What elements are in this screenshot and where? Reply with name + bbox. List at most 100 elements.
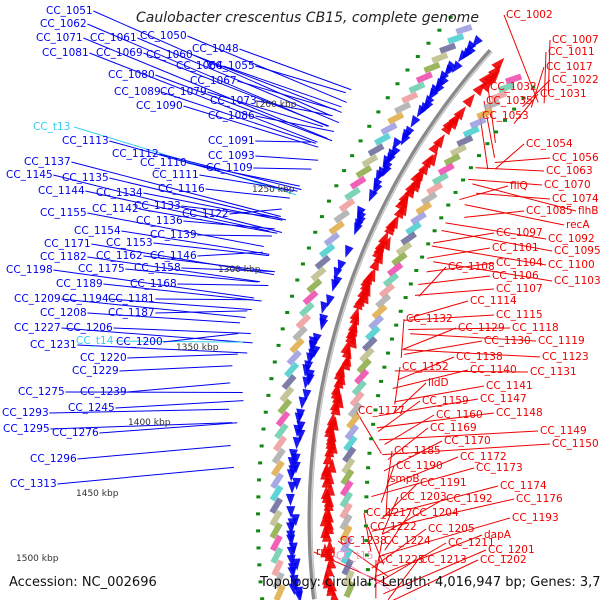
- gene-label[interactable]: CC_1150: [552, 438, 599, 450]
- gene-label[interactable]: CC_1108: [448, 261, 495, 273]
- gene-label[interactable]: CC_1173: [476, 462, 523, 474]
- gene-label[interactable]: CC_1111: [152, 169, 199, 181]
- gene-label[interactable]: CC_1159: [422, 395, 469, 407]
- gene-label[interactable]: CC_1113: [62, 135, 109, 147]
- gene-label[interactable]: CC_1229: [72, 365, 119, 377]
- gene-label[interactable]: CC_1172: [460, 451, 507, 463]
- gene-label[interactable]: CC_1175: [78, 263, 125, 275]
- gene-label[interactable]: CC_1069: [96, 47, 143, 59]
- gene-label[interactable]: CC_1106: [492, 270, 539, 282]
- gene-label[interactable]: CC_1135: [62, 172, 109, 184]
- gene-label[interactable]: CC_1132: [406, 313, 453, 325]
- gene-label[interactable]: CC_1174: [500, 480, 547, 492]
- gene-label[interactable]: CC_1245: [68, 402, 115, 414]
- gene-label[interactable]: CC_t13: [33, 121, 70, 133]
- gene-label[interactable]: CC_1238: [340, 535, 387, 547]
- gene-label[interactable]: rpsJ: [316, 546, 336, 558]
- gene-label[interactable]: CC_1276: [52, 427, 99, 439]
- gene-label[interactable]: CC_1062: [40, 18, 87, 30]
- gene-label[interactable]: CC_1050: [140, 30, 187, 42]
- gene-label[interactable]: CC_1137: [24, 156, 71, 168]
- gene-label[interactable]: CC_1296: [30, 453, 77, 465]
- gene-label[interactable]: CC_1116: [158, 183, 205, 195]
- gene-label[interactable]: CC_1092: [548, 233, 595, 245]
- gene-label[interactable]: CC_1205: [428, 523, 475, 535]
- gene-label[interactable]: CC_1064: [176, 60, 223, 72]
- gene-label[interactable]: smpB: [390, 473, 420, 485]
- gene-label[interactable]: CC_1148: [496, 407, 543, 419]
- gene-label[interactable]: CC_1295: [3, 423, 50, 435]
- gene-label[interactable]: CC_1133: [134, 200, 181, 212]
- gene-label[interactable]: CC_1201: [488, 544, 535, 556]
- gene-label[interactable]: CC_1149: [540, 425, 587, 437]
- gene-label[interactable]: CC_1011: [548, 46, 595, 58]
- gene-label[interactable]: CC_1080: [108, 69, 155, 81]
- gene-label[interactable]: CC_1202: [480, 554, 527, 566]
- gene-label[interactable]: CC_1152: [402, 361, 449, 373]
- gene-label[interactable]: CC_1192: [446, 493, 493, 505]
- gene-label[interactable]: CC_1141: [486, 380, 533, 392]
- gene-label[interactable]: CC_1231: [30, 339, 77, 351]
- gene-label[interactable]: CC_1169: [430, 422, 477, 434]
- gene-label[interactable]: CC_1091: [208, 135, 255, 147]
- gene-label[interactable]: CC_1053: [482, 110, 529, 122]
- gene-label[interactable]: CC_1168: [130, 278, 177, 290]
- gene-label[interactable]: CC_1190: [396, 460, 443, 472]
- gene-label[interactable]: CC_1118: [512, 322, 559, 334]
- gene-label[interactable]: CC_1090: [136, 100, 183, 112]
- gene-label[interactable]: CC_1063: [546, 165, 593, 177]
- gene-label[interactable]: CC_1061: [90, 32, 137, 44]
- gene-label[interactable]: CC_1103: [554, 275, 600, 287]
- gene-label[interactable]: CC_1097: [496, 227, 543, 239]
- gene-label[interactable]: CC_1138: [456, 351, 503, 363]
- gene-label[interactable]: CC_1194: [62, 293, 109, 305]
- gene-label[interactable]: CC_1067: [190, 75, 237, 87]
- gene-label[interactable]: CC_1198: [6, 264, 53, 276]
- gene-label[interactable]: CC_1051: [46, 5, 93, 17]
- gene-label[interactable]: CC_1130: [484, 335, 531, 347]
- gene-label[interactable]: CC_1204: [412, 507, 459, 519]
- gene-label[interactable]: CC_1112: [112, 148, 159, 160]
- gene-label[interactable]: CC_1187: [108, 307, 155, 319]
- gene-label[interactable]: CC_1048: [192, 43, 239, 55]
- gene-label[interactable]: CC_1185: [394, 445, 441, 457]
- gene-label[interactable]: CC_1147: [480, 393, 527, 405]
- gene-label[interactable]: CC_1101: [492, 242, 539, 254]
- gene-label[interactable]: CC_t15: [336, 550, 373, 562]
- gene-label[interactable]: CC_1129: [458, 322, 505, 334]
- gene-label[interactable]: CC_1206: [66, 322, 113, 334]
- gene-label[interactable]: CC_1123: [542, 351, 589, 363]
- gene-label[interactable]: CC_1079: [160, 86, 207, 98]
- gene-label[interactable]: CC_1293: [2, 407, 49, 419]
- gene-label[interactable]: CC_1158: [134, 262, 181, 274]
- gene-label[interactable]: CC_1142: [92, 203, 139, 215]
- gene-label[interactable]: CC_1193: [512, 512, 559, 524]
- gene-label[interactable]: CC_1176: [516, 493, 563, 505]
- gene-label[interactable]: CC_1035: [486, 95, 533, 107]
- gene-label[interactable]: CC_1313: [10, 478, 57, 490]
- gene-label[interactable]: CC_1181: [108, 293, 155, 305]
- gene-label[interactable]: CC_t14: [76, 335, 114, 347]
- gene-label[interactable]: CC_1060: [146, 49, 193, 61]
- gene-label[interactable]: CC_1074: [552, 193, 599, 205]
- gene-label[interactable]: CC_1213: [420, 554, 467, 566]
- gene-label[interactable]: CC_1071: [36, 32, 83, 44]
- gene-label[interactable]: CC_1146: [150, 250, 197, 262]
- gene-label[interactable]: CC_1140: [470, 364, 517, 376]
- gene-label[interactable]: CC_1154: [74, 225, 121, 237]
- gene-label[interactable]: CC_1122: [182, 208, 229, 220]
- gene-label[interactable]: CC_1022: [552, 74, 599, 86]
- gene-label[interactable]: CC_1239: [80, 386, 127, 398]
- gene-label[interactable]: CC_1085: [526, 205, 573, 217]
- gene-label[interactable]: CC_1217: [366, 507, 413, 519]
- gene-label[interactable]: CC_1136: [136, 215, 183, 227]
- gene-label[interactable]: CC_1110: [140, 157, 187, 169]
- gene-label[interactable]: CC_1054: [526, 138, 573, 150]
- gene-label[interactable]: CC_1220: [80, 352, 127, 364]
- gene-label[interactable]: CC_1031: [540, 88, 587, 100]
- gene-label[interactable]: CC_1107: [496, 283, 543, 295]
- gene-label[interactable]: CC_1145: [6, 169, 53, 181]
- gene-label[interactable]: CC_1208: [40, 307, 87, 319]
- gene-label[interactable]: CC_1182: [40, 251, 87, 263]
- gene-label[interactable]: CC_1100: [548, 259, 595, 271]
